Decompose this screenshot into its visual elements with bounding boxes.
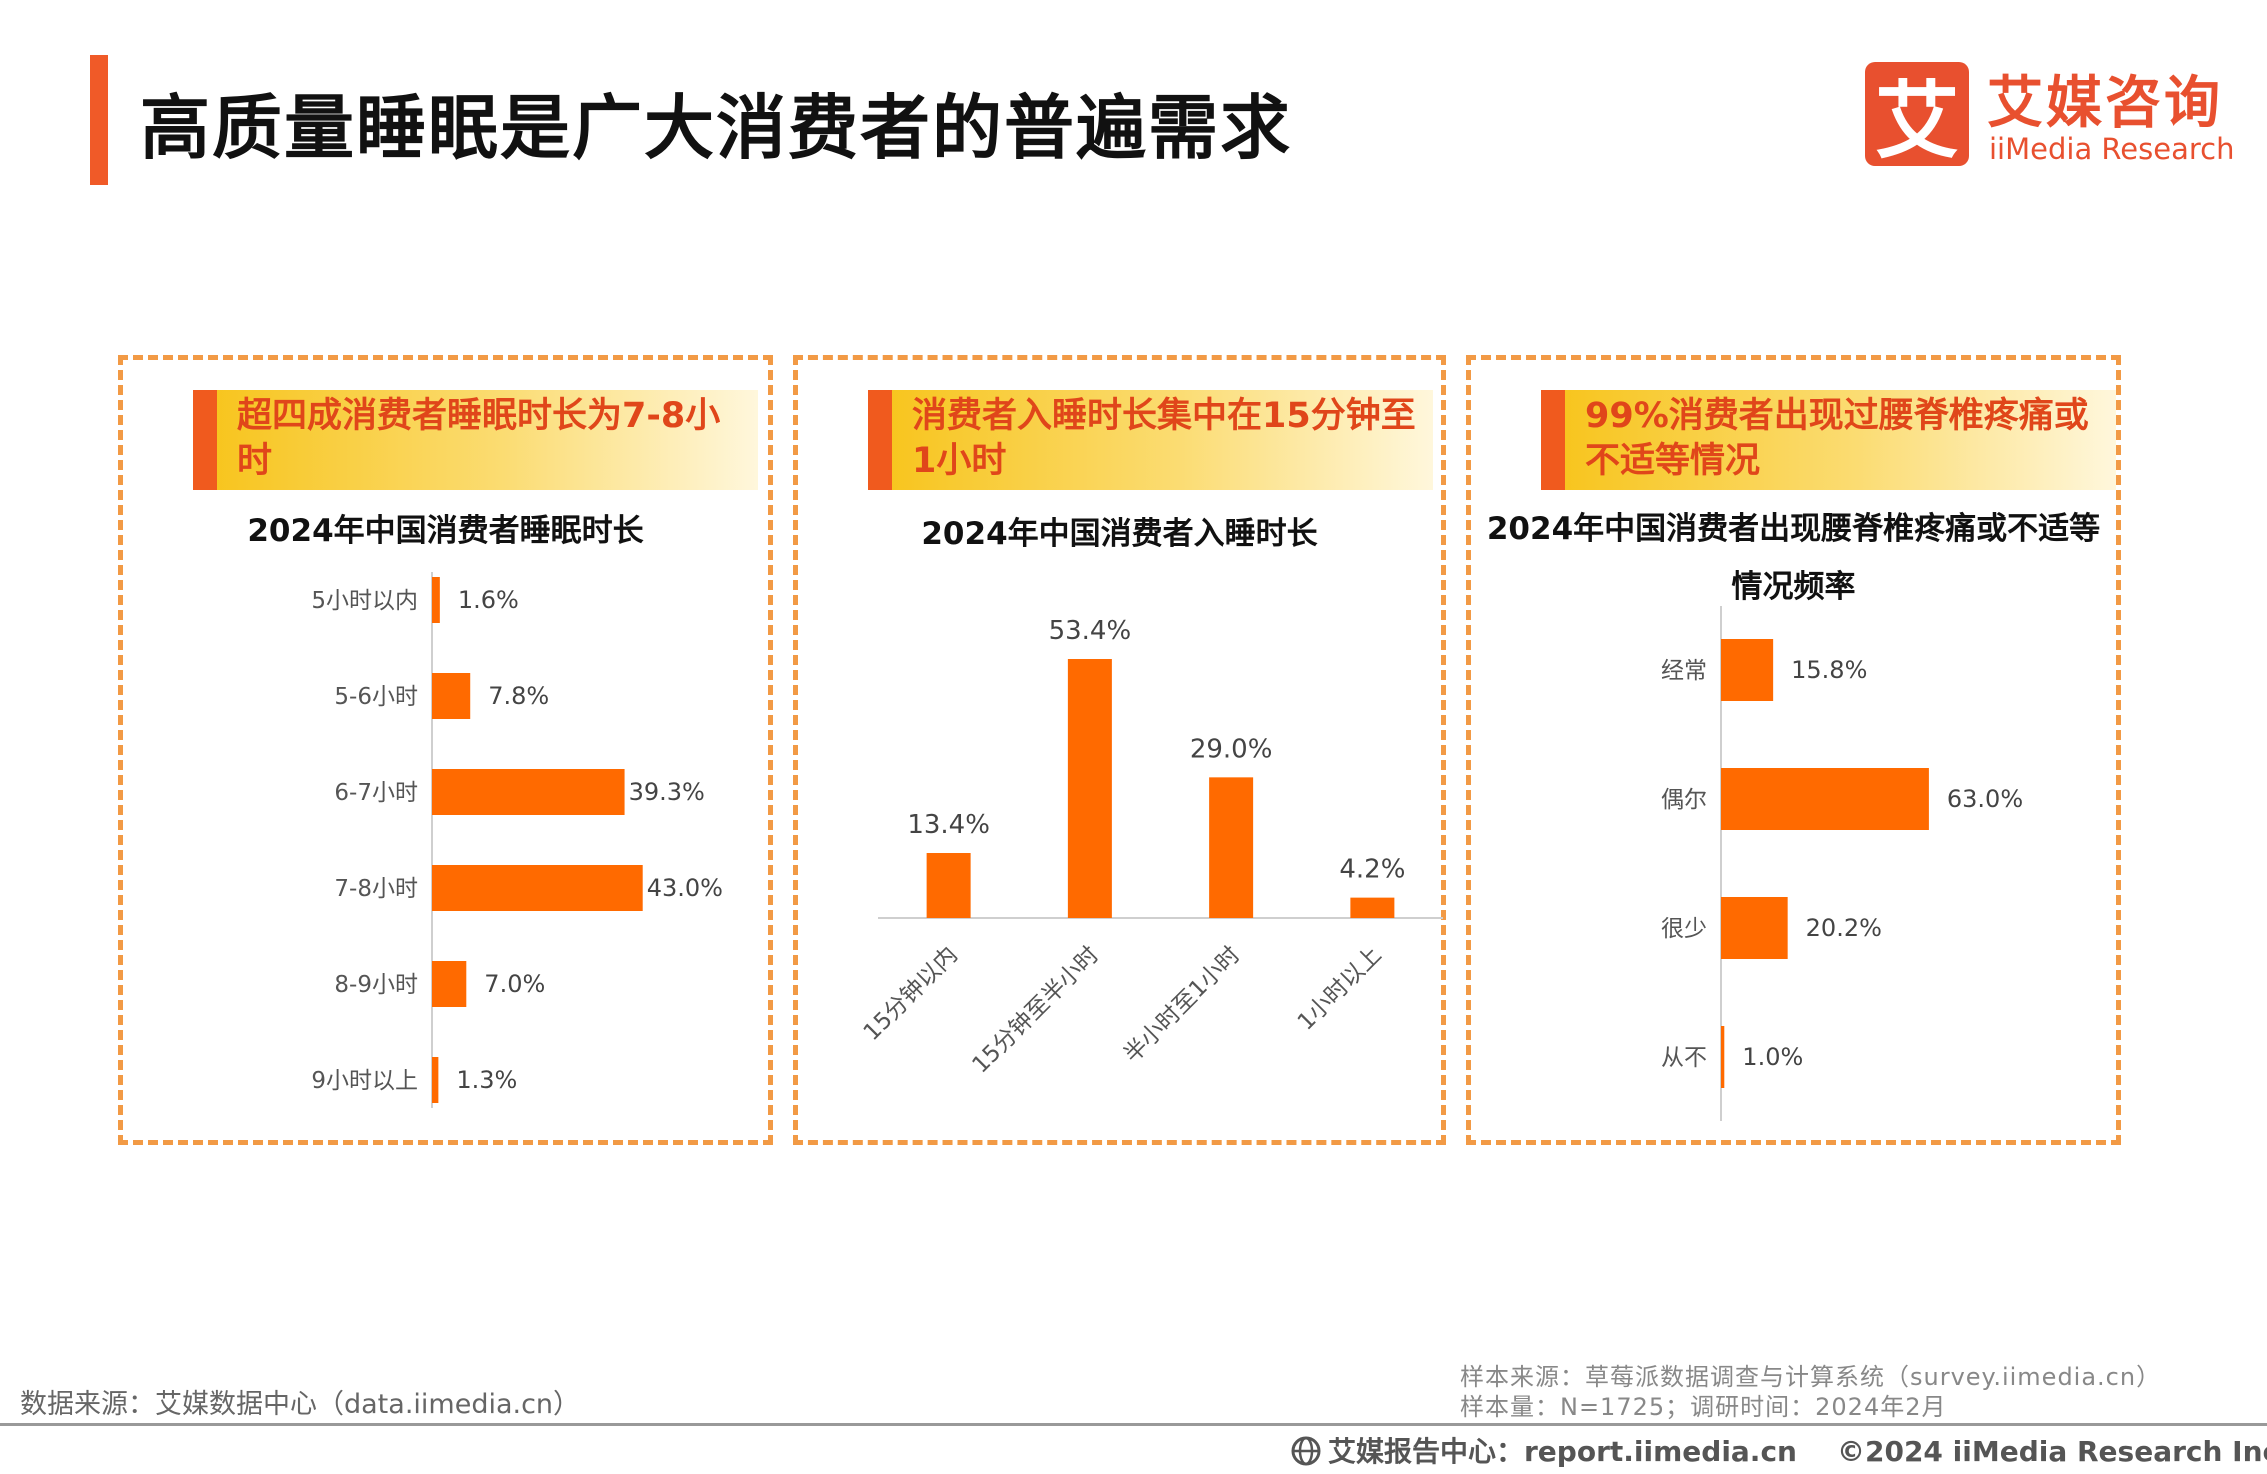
report-center-link[interactable]: 艾媒报告中心：report.iimedia.cn bbox=[1328, 1435, 1797, 1468]
category-label: 5-6小时 bbox=[334, 684, 418, 710]
category-label: 8-9小时 bbox=[334, 972, 418, 998]
panel-sleep-duration: 超四成消费者睡眠时长为7-8小时 2024年中国消费者睡眠时长 5小时以内 1.6… bbox=[118, 355, 773, 1145]
data-label: 15.8% bbox=[1791, 656, 1867, 684]
sample-info: 样本来源：草莓派数据调查与计算系统（survey.iimedia.cn） 样本量… bbox=[1460, 1362, 2161, 1422]
category-label: 从不 bbox=[1661, 1045, 1707, 1071]
category-label: 5小时以内 bbox=[311, 588, 418, 614]
bar bbox=[1067, 659, 1112, 918]
bar bbox=[1209, 777, 1254, 918]
data-label: 7.8% bbox=[488, 682, 549, 710]
data-label: 20.2% bbox=[1806, 914, 1882, 942]
panel-headline-box: 消费者入睡时长集中在15分钟至1小时 bbox=[868, 390, 1433, 490]
data-source: 数据来源：艾媒数据中心（data.iimedia.cn） bbox=[20, 1389, 581, 1420]
headline-accent bbox=[193, 390, 217, 490]
data-label: 1.3% bbox=[456, 1066, 517, 1094]
sample-source: 样本来源：草莓派数据调查与计算系统（survey.iimedia.cn） bbox=[1460, 1363, 2162, 1391]
bar bbox=[926, 853, 971, 918]
bar bbox=[432, 577, 440, 623]
sleep-duration-chart: 5小时以内 1.6% 5-6小时 7.8% 6-7小时 39.3% 7-8小时 43.0% 8-… bbox=[311, 572, 723, 1108]
category-label: 1小时以上 bbox=[1293, 942, 1387, 1036]
category-label: 偶尔 bbox=[1661, 787, 1707, 813]
data-label: 53.4% bbox=[1049, 616, 1132, 646]
category-label: 经常 bbox=[1661, 658, 1707, 684]
chart-title-line1: 2024年中国消费者出现腰脊椎疼痛或不适等 bbox=[1486, 511, 2101, 547]
data-label: 13.4% bbox=[907, 810, 990, 840]
data-label: 1.0% bbox=[1742, 1043, 1803, 1071]
panel-fall-asleep-time: 消费者入睡时长集中在15分钟至1小时 2024年中国消费者入睡时长 13.4% 1… bbox=[793, 355, 1446, 1145]
footer-bottom: 艾媒报告中心：report.iimedia.cn ©2024 iiMedia Re… bbox=[1290, 1430, 2267, 1470]
panel-headline: 消费者入睡时长集中在15分钟至1小时 bbox=[912, 396, 1416, 481]
headline-accent bbox=[868, 390, 892, 490]
panel-headline: 超四成消费者睡眠时长为7-8小时 bbox=[237, 396, 721, 481]
chart-title: 2024年中国消费者睡眠时长 bbox=[247, 513, 644, 549]
panel-back-pain-frequency: 99%消费者出现过腰脊椎疼痛或不适等情况 2024年中国消费者出现腰脊椎疼痛或不… bbox=[1466, 355, 2121, 1145]
bar bbox=[432, 1057, 439, 1103]
footer-divider bbox=[0, 1423, 2267, 1426]
chart-title-line2: 情况频率 bbox=[1731, 569, 1856, 605]
headline-accent bbox=[1541, 390, 1565, 490]
logo-mark: 艾 bbox=[1865, 62, 1969, 170]
bar bbox=[432, 865, 643, 911]
title-accent-bar bbox=[90, 55, 108, 185]
data-label: 43.0% bbox=[647, 874, 723, 902]
data-label: 63.0% bbox=[1947, 785, 2023, 813]
iimedia-logo: 艾 艾媒咨询 iiMedia Research bbox=[1865, 62, 2234, 172]
category-label: 很少 bbox=[1661, 916, 1707, 942]
data-label: 4.2% bbox=[1339, 855, 1405, 885]
category-label: 15分钟至半小时 bbox=[967, 942, 1104, 1079]
category-label: 15分钟以内 bbox=[859, 942, 963, 1046]
data-label: 7.0% bbox=[484, 970, 545, 998]
bar bbox=[1721, 768, 1929, 830]
chart-title: 2024年中国消费者入睡时长 bbox=[921, 516, 1318, 552]
back-pain-frequency-chart: 经常 15.8% 偶尔 63.0% 很少 20.2% 从不 1.0% bbox=[1661, 606, 2023, 1121]
data-label: 39.3% bbox=[629, 778, 705, 806]
panel-headline: 99%消费者出现过腰脊椎疼痛或不适等情况 bbox=[1585, 396, 2089, 481]
bar bbox=[1721, 639, 1774, 701]
fall-asleep-time-chart: 13.4% 15分钟以内 53.4% 15分钟至半小时 29.0% 半小时至1小时 4.2%… bbox=[859, 616, 1443, 1079]
category-label: 半小时至1小时 bbox=[1119, 942, 1245, 1068]
page-title: 高质量睡眠是广大消费者的普遍需求 bbox=[140, 87, 1292, 169]
sample-size: 样本量：N=1725；调研时间：2024年2月 bbox=[1460, 1393, 1947, 1421]
bar bbox=[1350, 897, 1395, 918]
data-label: 29.0% bbox=[1190, 734, 1273, 764]
globe-icon bbox=[1291, 1436, 1321, 1466]
bar bbox=[1721, 1026, 1725, 1088]
bar bbox=[432, 961, 467, 1007]
bar bbox=[432, 673, 471, 719]
bar bbox=[432, 769, 625, 815]
data-label: 1.6% bbox=[458, 586, 519, 614]
category-label: 9小时以上 bbox=[311, 1068, 418, 1094]
panel-headline-box: 99%消费者出现过腰脊椎疼痛或不适等情况 bbox=[1541, 390, 2116, 490]
category-label: 7-8小时 bbox=[334, 876, 418, 902]
logo-name-cn: 艾媒咨询 bbox=[1987, 71, 2223, 136]
bar bbox=[1721, 897, 1788, 959]
panel-headline-box: 超四成消费者睡眠时长为7-8小时 bbox=[193, 390, 758, 490]
copyright: ©2024 iiMedia Research Inc bbox=[1836, 1435, 2267, 1468]
category-label: 6-7小时 bbox=[334, 780, 418, 806]
logo-name-en: iiMedia Research bbox=[1989, 132, 2235, 166]
